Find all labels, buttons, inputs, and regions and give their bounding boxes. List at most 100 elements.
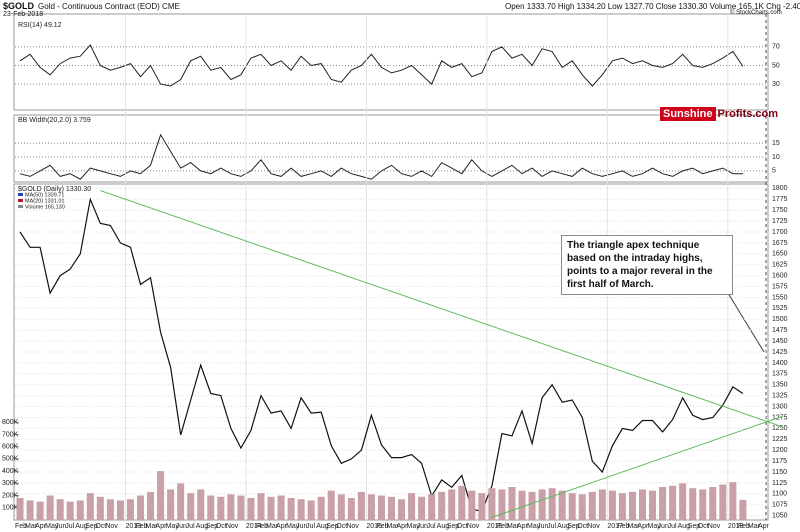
x-tick-label: May xyxy=(286,523,300,530)
volume-bar xyxy=(669,485,677,520)
legend-entry: Volume 165,130 xyxy=(25,204,65,210)
volume-tick-label: 600K xyxy=(2,444,19,451)
y-tick-label: 10 xyxy=(772,154,780,161)
volume-bar xyxy=(116,500,124,520)
x-tick-label: May xyxy=(527,523,541,530)
price-tick-label: 1050 xyxy=(772,512,788,519)
x-tick-label: Feb xyxy=(256,523,268,530)
volume-bar xyxy=(367,494,375,520)
x-tick-label: Jun xyxy=(296,523,307,530)
volume-bar xyxy=(699,489,707,520)
volume-bar xyxy=(387,496,396,520)
x-tick-label: Mar xyxy=(266,523,279,530)
volume-bar xyxy=(66,501,74,520)
volume-bar xyxy=(267,496,275,520)
price-tick-label: 1625 xyxy=(772,262,788,269)
quote: Open 1333.70 High 1334.20 Low 1327.70 Cl… xyxy=(505,2,800,11)
price-line xyxy=(19,197,744,512)
price-title: $GOLD (Daily) 1330.30 xyxy=(18,186,91,193)
x-tick-label: Feb xyxy=(15,523,27,530)
price-tick-label: 1175 xyxy=(772,458,787,465)
x-tick-label: Oct xyxy=(457,523,468,530)
x-tick-label: Feb xyxy=(376,523,388,530)
volume-bar xyxy=(588,491,596,520)
legend-entry: MA(50) 1309.71 xyxy=(25,192,64,198)
x-tick-label: 2018 xyxy=(728,523,744,530)
volume-bar xyxy=(26,500,34,520)
x-tick-label: Mar xyxy=(25,523,38,530)
volume-bar xyxy=(709,487,717,520)
x-tick-label: Apr xyxy=(517,523,529,530)
panel-title: RSI(14) 49.12 xyxy=(18,22,62,29)
line-line xyxy=(19,133,743,180)
price-tick-label: 1525 xyxy=(772,305,788,312)
volume-bar xyxy=(689,488,697,520)
x-tick-label: Jun xyxy=(176,523,187,530)
rsi-panel xyxy=(13,13,769,111)
x-tick-label: Nov xyxy=(587,523,600,530)
trendline xyxy=(100,190,784,428)
x-tick-label: Apr xyxy=(637,523,649,530)
x-tick-label: Aug xyxy=(437,523,450,530)
volume-bar xyxy=(187,493,195,520)
annotation: The triangle apex technique based on the… xyxy=(561,235,733,295)
volume-bar xyxy=(458,485,466,520)
price-tick-label: 1400 xyxy=(772,360,788,367)
volume-tick-label: 700K xyxy=(2,431,19,438)
volume-bar xyxy=(317,496,325,520)
volume-tick-label: 200K xyxy=(2,492,19,499)
line-line xyxy=(19,44,744,87)
x-tick-label: Jul xyxy=(65,523,74,530)
volume-bar xyxy=(197,489,205,520)
x-tick-label: Jul xyxy=(668,523,677,530)
x-tick-label: Aug xyxy=(316,523,329,530)
volume-bar xyxy=(227,494,235,520)
price-tick-label: 1150 xyxy=(772,469,787,476)
volume-bar xyxy=(36,501,44,520)
volume-bar xyxy=(508,487,516,520)
x-tick-label: Jul xyxy=(547,523,556,530)
price-tick-label: 1650 xyxy=(772,251,788,258)
volume-tick-label: 400K xyxy=(2,468,19,475)
volume-tick-label: 100K xyxy=(2,505,19,512)
volume-bar xyxy=(729,482,737,520)
x-tick-label: Sep xyxy=(85,523,98,530)
symbol: $GOLD xyxy=(3,1,35,11)
y-tick-label: 70 xyxy=(772,44,780,51)
x-tick-label: Nov xyxy=(226,523,239,530)
volume-bar xyxy=(528,491,536,520)
x-tick-label: 2014 xyxy=(246,523,262,530)
panel-title: BB Width(20,2.0) 3.759 xyxy=(18,117,91,124)
x-tick-label: Oct xyxy=(95,523,106,530)
x-tick-label: Apr xyxy=(276,523,288,530)
price-tick-label: 1375 xyxy=(772,371,788,378)
volume-bar xyxy=(257,493,265,520)
x-tick-label: Oct xyxy=(577,523,588,530)
volume-bar xyxy=(638,489,647,520)
volume-bar xyxy=(16,498,24,520)
legend-swatch xyxy=(18,193,23,196)
x-tick-label: May xyxy=(45,523,59,530)
y-tick-label: 30 xyxy=(772,81,780,88)
volume-bar xyxy=(488,488,496,520)
volume-bar xyxy=(608,490,616,520)
x-tick-label: Jun xyxy=(658,523,669,530)
x-tick-label: 2015 xyxy=(366,523,382,530)
volume-bar xyxy=(548,488,556,520)
volume-bar xyxy=(237,495,245,520)
price-tick-label: 1300 xyxy=(772,403,788,410)
volume-bar xyxy=(649,490,657,520)
volume-bar xyxy=(86,493,94,520)
price-tick-label: 1475 xyxy=(772,327,788,334)
volume-bar xyxy=(277,495,285,520)
volume-bar xyxy=(558,490,566,520)
price-tick-label: 1800 xyxy=(772,185,788,192)
volume-tick-label: 500K xyxy=(2,456,19,463)
x-tick-label: 2016 xyxy=(487,523,503,530)
x-tick-label: Sep xyxy=(447,523,460,530)
price-tick-label: 1250 xyxy=(772,425,788,432)
x-tick-label: Mar xyxy=(146,523,159,530)
volume-bar xyxy=(136,495,145,520)
price-tick-label: 1275 xyxy=(772,414,788,421)
